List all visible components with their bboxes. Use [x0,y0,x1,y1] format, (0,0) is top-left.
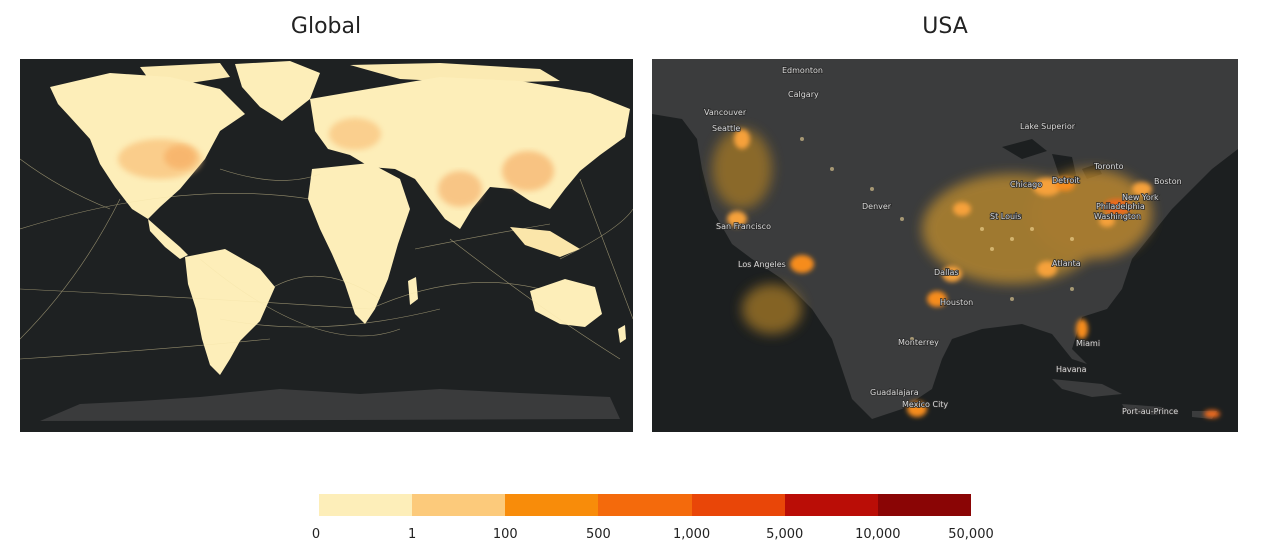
legend-tick-5: 5,000 [766,527,804,542]
city-label-havana: Havana [1056,365,1087,374]
southeast-asia-islands [510,227,580,257]
city-label-los-angeles: Los Angeles [738,260,786,269]
shipping-routes [20,158,633,360]
city-label-toronto: Toronto [1093,162,1124,171]
city-label-lake-superior: Lake Superior [1020,122,1076,131]
africa-landmass [308,163,410,324]
global-map[interactable] [20,59,633,432]
city-label-port-au-prince: Port-au-Prince [1122,407,1178,416]
city-label-st-louis: St Louis [990,212,1021,221]
legend-tick-1: 1 [408,527,417,542]
new-zealand-landmass [618,325,626,343]
legend-swatch-3 [598,494,692,516]
great-lakes [1002,139,1102,184]
eurasia-landmass [310,77,630,229]
city-label-washington: Washington [1094,212,1141,221]
legend-tick-6: 10,000 [855,527,901,542]
greenland-landmass [235,61,320,121]
australia-landmass [530,279,602,327]
city-label-mexico-city: Mexico City [902,400,948,409]
city-label-houston: Houston [940,298,973,307]
legend-swatch-6 [877,494,971,516]
population-hotspots [727,129,1220,418]
caribbean-islands [1052,379,1217,419]
legend-tick-7: 50,000 [948,527,994,542]
madagascar-landmass [408,277,418,305]
legend-swatch-1 [412,494,506,516]
global-map-svg [20,59,633,432]
city-labels: Edmonton Calgary Vancouver Seattle Lake … [703,65,1182,417]
city-label-san-francisco: San Francisco [716,222,771,231]
antarctica-landmass [40,389,620,421]
city-label-denver: Denver [862,202,892,211]
city-label-philadelphia: Philadelphia [1096,202,1145,211]
legend-swatch-2 [505,494,599,516]
city-label-seattle: Seattle [712,124,740,133]
legend-tick-2: 100 [492,527,518,542]
central-america-landmass [148,219,188,259]
city-label-detroit: Detroit [1052,176,1080,185]
city-label-monterrey: Monterrey [898,338,939,347]
legend-tick-0: 0 [311,527,321,542]
population-glow [712,129,1152,334]
city-label-miami: Miami [1076,339,1100,348]
usa-map-svg: Edmonton Calgary Vancouver Seattle Lake … [652,59,1238,432]
usa-map[interactable]: Edmonton Calgary Vancouver Seattle Lake … [652,59,1238,432]
city-label-edmonton: Edmonton [782,66,823,75]
global-map-title: Global [290,14,362,39]
legend-tick-4: 1,000 [672,527,711,542]
legend-tick-3: 500 [586,527,611,542]
color-legend [319,494,971,516]
city-label-dallas: Dallas [934,268,959,277]
usa-map-title: USA [922,14,968,39]
city-label-guadalajara: Guadalajara [870,388,919,397]
city-label-vancouver: Vancouver [704,108,747,117]
legend-swatch-5 [784,494,878,516]
city-label-boston: Boston [1154,177,1182,186]
legend-swatch-4 [691,494,785,516]
city-label-new-york: New York [1122,193,1159,202]
city-label-atlanta: Atlanta [1052,259,1081,268]
legend-swatch-0 [319,494,413,516]
settlement-dots [800,137,1074,341]
city-label-calgary: Calgary [788,90,819,99]
south-america-landmass [185,249,275,375]
city-label-chicago: Chicago [1010,180,1042,189]
